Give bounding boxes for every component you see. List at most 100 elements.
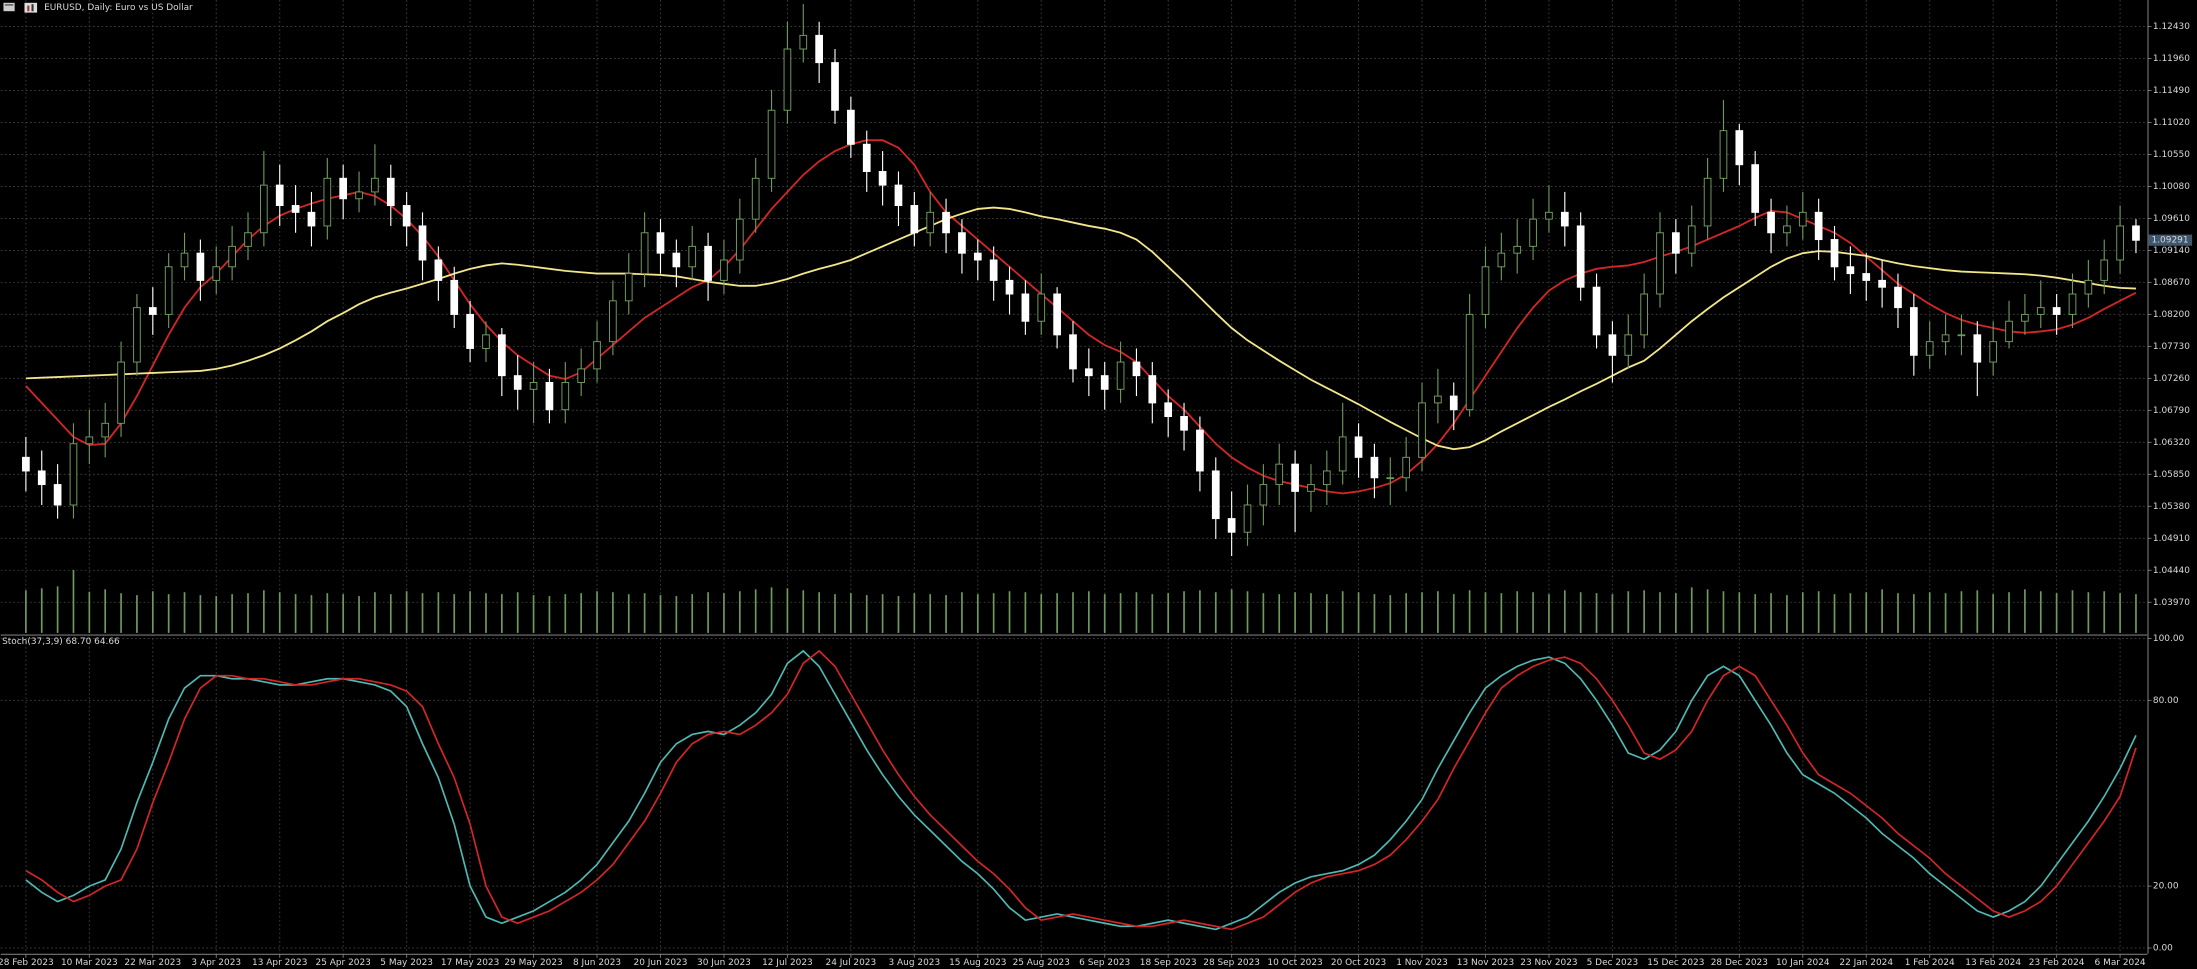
volume-bar: [1325, 594, 1328, 633]
x-tick-label: 20 Jun 2023: [634, 958, 688, 968]
volume-bar: [1643, 590, 1645, 633]
indicator-y-tick-label: 100.00: [2153, 634, 2185, 644]
candle-body: [1211, 470, 1220, 520]
x-tick-label: 3 Aug 2023: [889, 958, 941, 968]
y-tick-label: 1.07730: [2153, 342, 2190, 352]
candle-body: [656, 232, 665, 254]
volume-bar: [881, 594, 884, 633]
volume-bar: [675, 596, 678, 633]
candle-body: [1941, 334, 1950, 343]
y-tick-label: 1.11490: [2153, 86, 2190, 96]
candle-body: [1894, 286, 1902, 309]
candle-body: [1878, 279, 1886, 288]
volume-bar: [1706, 589, 1709, 633]
x-tick-label: 22 Mar 2023: [124, 958, 181, 968]
volume-bar: [1881, 589, 1883, 633]
volume-bar: [1151, 594, 1154, 633]
volume-bar: [897, 596, 900, 633]
volume-bar: [1516, 591, 1519, 633]
volume-bar: [1389, 595, 1392, 633]
header: EURUSD, Daily: Euro vs US Dollar: [3, 2, 193, 13]
x-tick-label: 3 Apr 2023: [191, 958, 241, 968]
volume-bar: [723, 593, 725, 633]
candle-body: [2036, 307, 2045, 315]
volume-bar: [405, 591, 408, 633]
volume-bar: [1992, 594, 1995, 633]
volume-bar: [1611, 594, 1614, 633]
y-tick-label: 1.08200: [2153, 310, 2190, 320]
volume-bar: [120, 593, 122, 633]
volume-bar: [1278, 594, 1281, 633]
volume-bar: [1944, 593, 1947, 633]
volume-bar: [2008, 592, 2010, 633]
candle-body: [260, 184, 268, 234]
y-tick-label: 1.11960: [2153, 54, 2190, 64]
x-tick-label: 10 Oct 2023: [1267, 958, 1322, 968]
volume-bar: [215, 596, 218, 633]
x-tick-label: 1 Feb 2024: [1905, 958, 1955, 968]
x-tick-label: 13 Feb 2024: [1965, 958, 2021, 968]
candle-body: [180, 252, 189, 268]
volume-bar: [247, 593, 249, 633]
x-tick-label: 5 May 2023: [380, 958, 433, 968]
candle-body: [482, 334, 490, 349]
volume-bar: [500, 594, 503, 633]
candle-body: [85, 436, 94, 445]
candle-body: [1148, 375, 1157, 404]
candle-body: [1100, 375, 1109, 390]
y-tick-label: 1.10080: [2153, 182, 2190, 192]
candle-body: [831, 62, 839, 111]
candle-body: [1672, 232, 1680, 254]
candle-body: [1703, 177, 1712, 227]
volume-bar: [1103, 594, 1106, 633]
volume-bar: [1627, 591, 1630, 633]
volume-bar: [643, 593, 646, 633]
candle-body: [1783, 225, 1791, 234]
volume-bar: [754, 589, 757, 633]
x-tick-label: 20 Oct 2023: [1331, 958, 1386, 968]
candle-body: [2132, 225, 2140, 241]
volume-bar: [2135, 594, 2137, 633]
volume-bar: [1595, 593, 1598, 633]
candle-body: [1814, 211, 1823, 241]
volume-bar: [104, 589, 107, 633]
candle-body: [497, 334, 506, 377]
volume-bar: [1024, 592, 1027, 633]
volume-bar: [2087, 592, 2090, 633]
x-tick-label: 10 Jan 2024: [1776, 958, 1830, 968]
x-tick-label: 13 Nov 2023: [1457, 958, 1514, 968]
candle-body: [2068, 293, 2077, 315]
volume-bar: [1913, 594, 1915, 633]
candle-body: [1338, 436, 1347, 472]
candle-body: [1735, 130, 1744, 166]
volume-bar: [770, 587, 773, 633]
candle-body: [1307, 484, 1315, 492]
volume-bar: [1675, 593, 1677, 633]
candle-body: [1386, 477, 1395, 480]
candle-body: [1085, 368, 1093, 377]
candle-body: [275, 184, 284, 207]
candle-body: [609, 300, 617, 343]
indicator-y-tick-label: 0.00: [2153, 943, 2173, 953]
x-tick-label: 6 Mar 2024: [2095, 958, 2146, 968]
volume-bar: [802, 590, 805, 633]
x-tick-label: 28 Dec 2023: [1711, 958, 1768, 968]
menu-icon[interactable]: [3, 2, 15, 12]
candle-body: [371, 177, 379, 193]
volume-bar: [818, 592, 820, 633]
y-tick-label: 1.07260: [2153, 374, 2190, 384]
y-tick-label: 1.12430: [2153, 22, 2190, 32]
x-tick-label: 6 Sep 2023: [1079, 958, 1130, 968]
y-tick-label: 1.04440: [2153, 566, 2190, 576]
volume-bar: [1421, 592, 1423, 633]
volume-bar: [25, 590, 27, 633]
volume-bar: [976, 594, 979, 633]
volume-bar: [2039, 591, 2042, 633]
volume-bar: [469, 591, 471, 633]
candle-body: [1862, 273, 1871, 281]
volume-bar: [136, 595, 138, 633]
chart-icon[interactable]: [24, 2, 38, 13]
volume-bar: [516, 592, 519, 633]
chart-icon-bar: [27, 5, 30, 12]
